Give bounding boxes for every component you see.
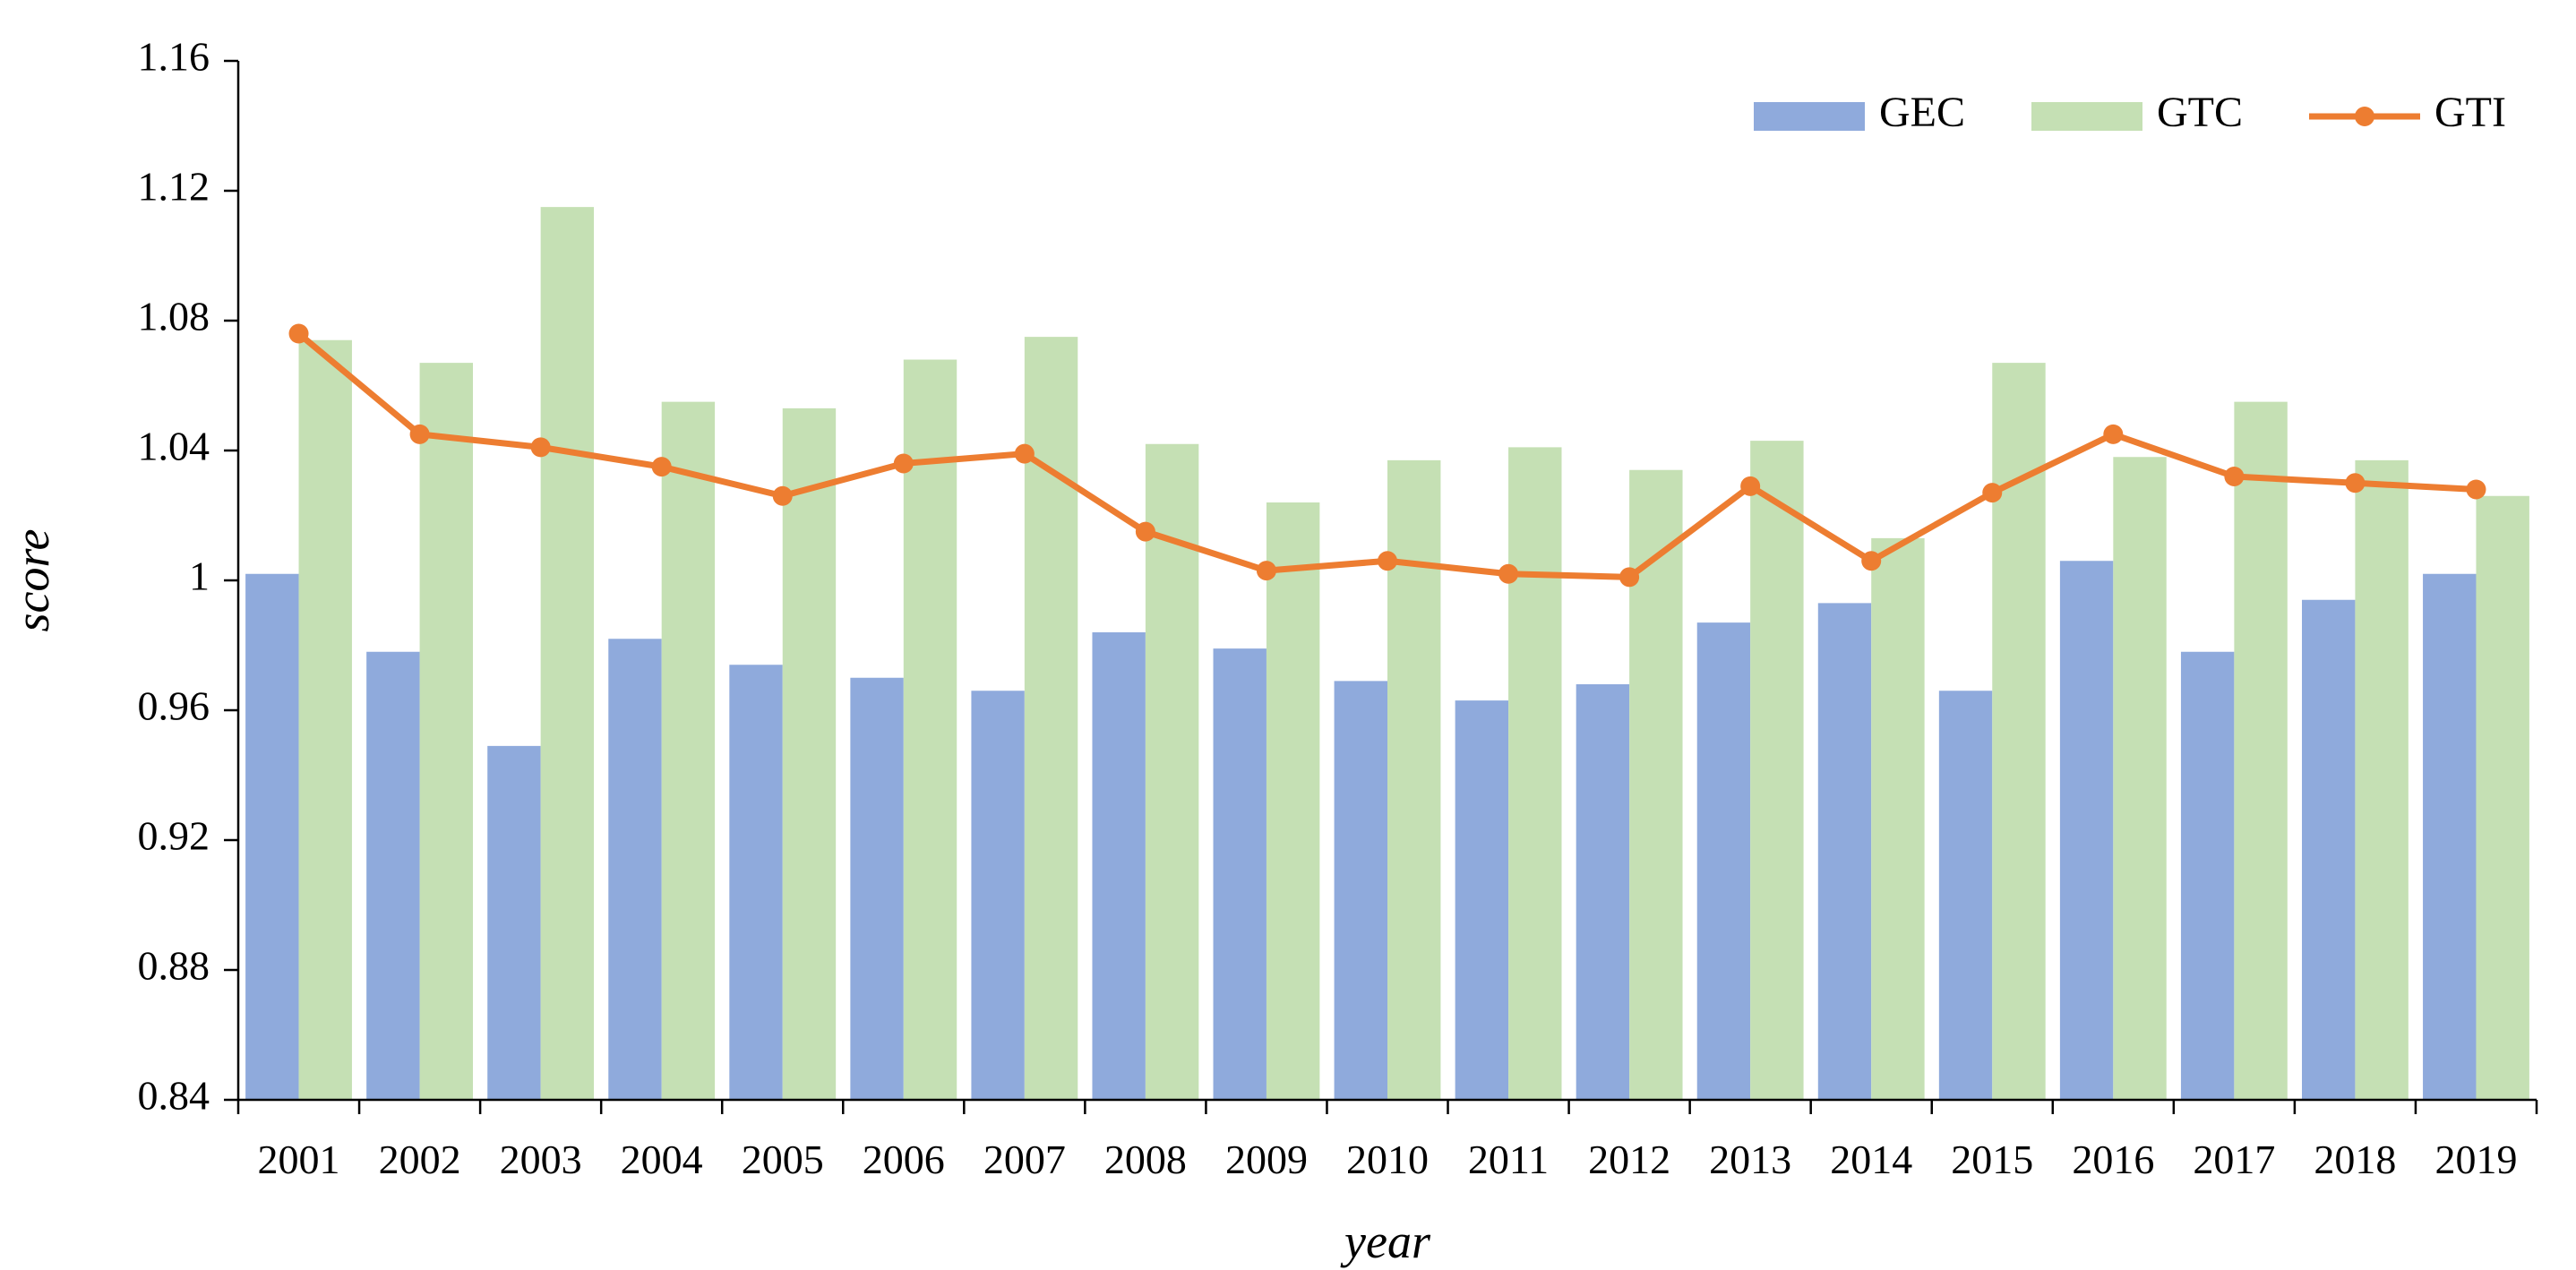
point-gti-2016 [2103, 424, 2124, 444]
point-gti-2012 [1619, 567, 1640, 588]
bar-gec-2013 [1696, 622, 1751, 1100]
bar-gec-2014 [1817, 603, 1872, 1100]
gti-line-layer [288, 323, 2486, 588]
axes-layer [224, 59, 2538, 1114]
bar-gec-2006 [850, 677, 904, 1100]
bar-gtc-2004 [661, 401, 716, 1100]
legend-label-gtc: GTC [2157, 89, 2243, 136]
y-tick-label: 0.96 [138, 683, 210, 729]
point-gti-2015 [1982, 483, 2003, 503]
bar-gec-2015 [1938, 691, 1993, 1100]
bar-gec-2002 [366, 651, 420, 1100]
x-tick-label: 2007 [983, 1137, 1066, 1182]
bar-gtc-2014 [1871, 537, 1925, 1100]
y-tick-label: 1.04 [138, 424, 210, 469]
x-tick-label: 2002 [379, 1137, 461, 1182]
x-tick-label: 2011 [1468, 1137, 1549, 1182]
x-tick-label: 2008 [1104, 1137, 1187, 1182]
x-tick-label: 2016 [2072, 1137, 2154, 1182]
point-gti-2008 [1135, 521, 1155, 542]
bar-gec-2009 [1213, 648, 1267, 1100]
y-axis-title: score [5, 529, 59, 632]
bar-gec-2018 [2301, 599, 2356, 1100]
bar-gec-2017 [2180, 651, 2235, 1100]
point-gti-2019 [2466, 479, 2486, 500]
point-gti-2004 [651, 457, 672, 477]
bar-gtc-2018 [2355, 459, 2409, 1100]
point-gti-2009 [1256, 561, 1276, 581]
bar-gec-2012 [1576, 684, 1630, 1100]
bar-gtc-2008 [1145, 443, 1199, 1100]
x-tick-label: 2003 [500, 1137, 582, 1182]
y-tick-label: 0.84 [138, 1073, 210, 1119]
bar-gec-2003 [487, 745, 541, 1100]
x-tick-label: 2018 [2314, 1137, 2396, 1182]
point-gti-2013 [1740, 476, 1761, 496]
bar-gec-2001 [245, 573, 299, 1100]
bar-gec-2004 [608, 639, 662, 1100]
bar-gtc-2019 [2476, 495, 2529, 1100]
legend-label-gti: GTI [2434, 89, 2506, 136]
point-gti-2006 [893, 453, 914, 474]
x-tick-label: 2009 [1225, 1137, 1308, 1182]
x-tick-label: 2010 [1346, 1137, 1429, 1182]
bar-gtc-2003 [540, 207, 595, 1100]
legend-swatch-gec [1754, 102, 1865, 131]
y-tick-label: 0.88 [138, 943, 210, 989]
point-gti-2003 [530, 437, 551, 458]
y-tick-label: 1.08 [138, 294, 210, 339]
x-axis-title: year [1340, 1214, 1431, 1268]
y-tick-label: 1.12 [138, 164, 210, 210]
bar-gec-2010 [1334, 681, 1387, 1100]
bar-gec-2011 [1455, 700, 1509, 1100]
x-tick-label: 2017 [2193, 1137, 2275, 1182]
point-gti-2014 [1861, 551, 1882, 571]
legend: GEC GTC GTI [1754, 89, 2506, 136]
point-gti-2010 [1378, 551, 1397, 571]
bar-gtc-2007 [1024, 337, 1078, 1100]
tick-labels-layer: 0.84 0.88 0.92 0.96 1 1.04 1.08 1.12 1.16 2001 200… [138, 34, 2518, 1182]
bar-gec-2008 [1092, 632, 1146, 1100]
x-tick-label: 2001 [258, 1137, 340, 1182]
bar-gtc-2016 [2113, 457, 2167, 1100]
bar-gtc-2011 [1508, 447, 1562, 1100]
x-tick-label: 2014 [1830, 1137, 1912, 1182]
bar-gtc-2005 [782, 408, 837, 1100]
y-tick-label: 1 [189, 553, 210, 599]
bar-gtc-2012 [1629, 469, 1683, 1100]
point-gti-2017 [2224, 467, 2245, 486]
bar-gtc-2013 [1750, 441, 1804, 1100]
legend-swatch-gtc [2031, 102, 2142, 131]
bar-gec-2016 [2059, 561, 2114, 1100]
point-gti-2018 [2345, 473, 2366, 493]
bar-gec-2019 [2423, 573, 2477, 1100]
y-tick-label: 1.16 [138, 34, 210, 80]
x-tick-label: 2012 [1588, 1137, 1670, 1182]
y-tick-label: 0.92 [138, 813, 210, 859]
bar-gtc-2017 [2234, 401, 2288, 1100]
bar-gtc-2001 [298, 339, 352, 1100]
x-tick-label: 2013 [1709, 1137, 1791, 1182]
bar-gtc-2009 [1266, 502, 1320, 1100]
bar-gec-2005 [729, 665, 783, 1100]
legend-marker-gti [2355, 107, 2374, 126]
x-tick-label: 2015 [1951, 1137, 2033, 1182]
x-tick-label: 2006 [863, 1137, 945, 1182]
bar-gtc-2002 [419, 363, 474, 1100]
bar-gec-2007 [971, 691, 1025, 1100]
point-gti-2005 [772, 485, 793, 506]
point-gti-2002 [409, 424, 430, 444]
bar-gtc-2006 [903, 359, 957, 1100]
legend-label-gec: GEC [1879, 89, 1965, 136]
point-gti-2001 [288, 323, 309, 344]
x-tick-label: 2005 [742, 1137, 824, 1182]
point-gti-2011 [1498, 563, 1519, 584]
x-tick-label: 2004 [621, 1137, 703, 1182]
x-tick-label: 2019 [2434, 1137, 2517, 1182]
point-gti-2007 [1014, 443, 1035, 464]
bars-layer [245, 207, 2529, 1100]
